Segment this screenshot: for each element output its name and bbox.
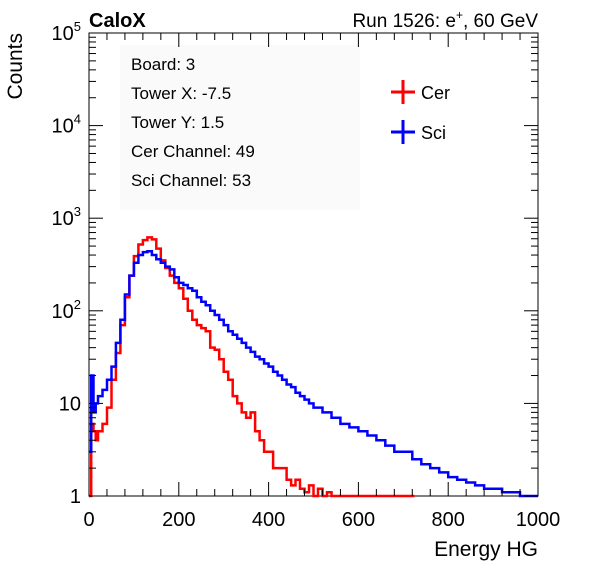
y-tick-label: 102 — [52, 297, 81, 323]
chart-title-right: Run 1526: e+, 60 GeV — [352, 8, 538, 32]
x-tick-label: 1000 — [516, 509, 561, 531]
x-tick-label: 0 — [83, 509, 94, 531]
series-cer-line — [89, 236, 415, 498]
chart-title-left: CaloX — [89, 10, 146, 32]
y-tick-base: 10 — [52, 116, 74, 138]
y-tick-base: 10 — [52, 301, 74, 323]
y-tick-label: 104 — [52, 112, 81, 138]
y-tick-label: 1 — [70, 486, 81, 508]
y-tick-base: 10 — [52, 23, 74, 45]
legend-label-cer: Cer — [421, 83, 450, 103]
info-line: Board: 3 — [131, 55, 195, 74]
x-tick-label: 800 — [432, 509, 465, 531]
x-tick-label: 200 — [162, 509, 195, 531]
x-axis-ticks: 0 200 400 600 800 1000 — [83, 33, 560, 531]
info-line: Cer Channel: 49 — [131, 142, 255, 161]
y-axis-label: Counts — [4, 33, 27, 100]
y-tick-exponent: 3 — [74, 204, 81, 219]
y-tick-base: 10 — [52, 208, 74, 230]
info-box — [120, 45, 360, 210]
info-line: Tower Y: 1.5 — [131, 113, 224, 132]
y-tick-base: 10 — [59, 393, 81, 415]
beam-energy-label: , 60 GeV — [463, 11, 538, 32]
positron-superscript: + — [456, 8, 463, 22]
info-line: Tower X: -7.5 — [131, 84, 231, 103]
x-tick-label: 400 — [252, 509, 285, 531]
y-tick-exponent: 4 — [74, 112, 81, 127]
series-layer — [89, 236, 538, 498]
legend-label-sci: Sci — [421, 123, 446, 143]
y-tick-exponent: 2 — [74, 297, 81, 312]
run-label: Run 1526: e — [352, 11, 456, 32]
legend: Cer Sci — [391, 80, 450, 144]
y-tick-label: 10 — [59, 393, 81, 415]
series-sci-line — [89, 249, 538, 498]
x-axis-label: Energy HG — [434, 538, 538, 561]
y-tick-base: 1 — [70, 486, 81, 508]
y-tick-label: 105 — [52, 19, 81, 45]
y-tick-label: 103 — [52, 204, 81, 230]
info-box-lines: Board: 3 Tower X: -7.5 Tower Y: 1.5 Cer Cha… — [131, 55, 255, 190]
info-line: Sci Channel: 53 — [131, 171, 251, 190]
x-tick-label: 600 — [342, 509, 375, 531]
y-tick-exponent: 5 — [74, 19, 81, 34]
